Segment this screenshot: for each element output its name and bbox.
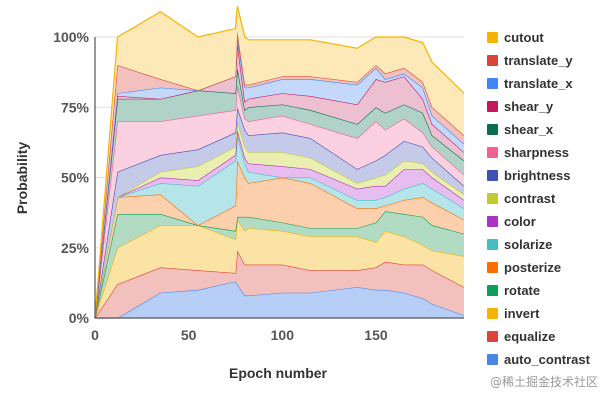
legend-swatch-sharpness xyxy=(487,147,498,158)
x-axis-title: Epoch number xyxy=(229,365,328,381)
legend-swatch-posterize xyxy=(487,262,498,273)
legend-swatch-shear-y xyxy=(487,101,498,112)
legend-label-equalize: equalize xyxy=(504,329,555,344)
legend-swatch-invert xyxy=(487,308,498,319)
watermark: @稀土掘金技术社区 xyxy=(490,374,598,389)
legend-label-contrast: contrast xyxy=(504,191,556,206)
area-rotate xyxy=(95,211,464,318)
y-tick-label: 25% xyxy=(61,240,90,256)
x-tick-label: 50 xyxy=(181,327,197,343)
y-tick-labels: 0% 25% 50% 75% 100% xyxy=(53,29,89,326)
area-auto-contrast xyxy=(95,281,464,318)
x-tick-labels: 0 50 100 150 xyxy=(91,327,388,343)
legend-label-invert: invert xyxy=(504,306,540,321)
y-tick-label: 75% xyxy=(61,99,90,115)
y-tick-label: 50% xyxy=(61,170,90,186)
area-translate-x xyxy=(95,37,464,318)
legend-swatch-color xyxy=(487,216,498,227)
legend-swatch-auto-contrast xyxy=(487,354,498,365)
legend-swatch-solarize xyxy=(487,239,498,250)
area-brightness xyxy=(95,107,464,318)
legend-swatch-translate-x xyxy=(487,78,498,89)
legend-label-shear-x: shear_x xyxy=(504,122,554,137)
x-tick-label: 100 xyxy=(271,327,295,343)
legend-swatch-equalize xyxy=(487,331,498,342)
x-tick-label: 0 xyxy=(91,327,99,343)
legend-swatch-rotate xyxy=(487,285,498,296)
area-equalize xyxy=(95,250,464,318)
line-cutout xyxy=(94,5,465,319)
legend-label-color: color xyxy=(504,214,536,229)
area-posterize xyxy=(95,160,464,318)
y-axis-title: Probability xyxy=(14,142,30,215)
area-shear-y xyxy=(95,42,464,319)
area-color xyxy=(95,129,464,318)
area-sharpness xyxy=(95,84,464,319)
legend-label-rotate: rotate xyxy=(504,283,540,298)
area-invert xyxy=(95,219,464,318)
legend-label-shear-y: shear_y xyxy=(504,99,554,114)
legend: cutout translate_y translate_x shear_yshear… xyxy=(487,30,591,367)
legend-label-cutout: cutout xyxy=(504,30,544,45)
y-tick-label: 0% xyxy=(69,310,90,326)
area-cutout xyxy=(95,6,464,319)
legend-swatch-shear-x xyxy=(487,124,498,135)
legend-swatch-translate-y xyxy=(487,55,498,66)
legend-label-auto-contrast: auto_contrast xyxy=(504,352,591,367)
legend-swatch-brightness xyxy=(487,170,498,181)
legend-label-solarize: solarize xyxy=(504,237,552,252)
legend-label-sharpness: sharpness xyxy=(504,145,569,160)
legend-label-translate-x: translate_x xyxy=(504,76,573,91)
legend-swatch-contrast xyxy=(487,193,498,204)
x-tick-label: 150 xyxy=(364,327,388,343)
axes xyxy=(94,37,464,319)
legend-label-brightness: brightness xyxy=(504,168,570,183)
area-contrast xyxy=(95,121,464,318)
legend-label-posterize: posterize xyxy=(504,260,561,275)
legend-swatch-cutout xyxy=(487,32,498,43)
area-series xyxy=(94,5,465,319)
y-tick-label: 100% xyxy=(53,29,89,45)
legend-label-translate-y: translate_y xyxy=(504,53,573,68)
